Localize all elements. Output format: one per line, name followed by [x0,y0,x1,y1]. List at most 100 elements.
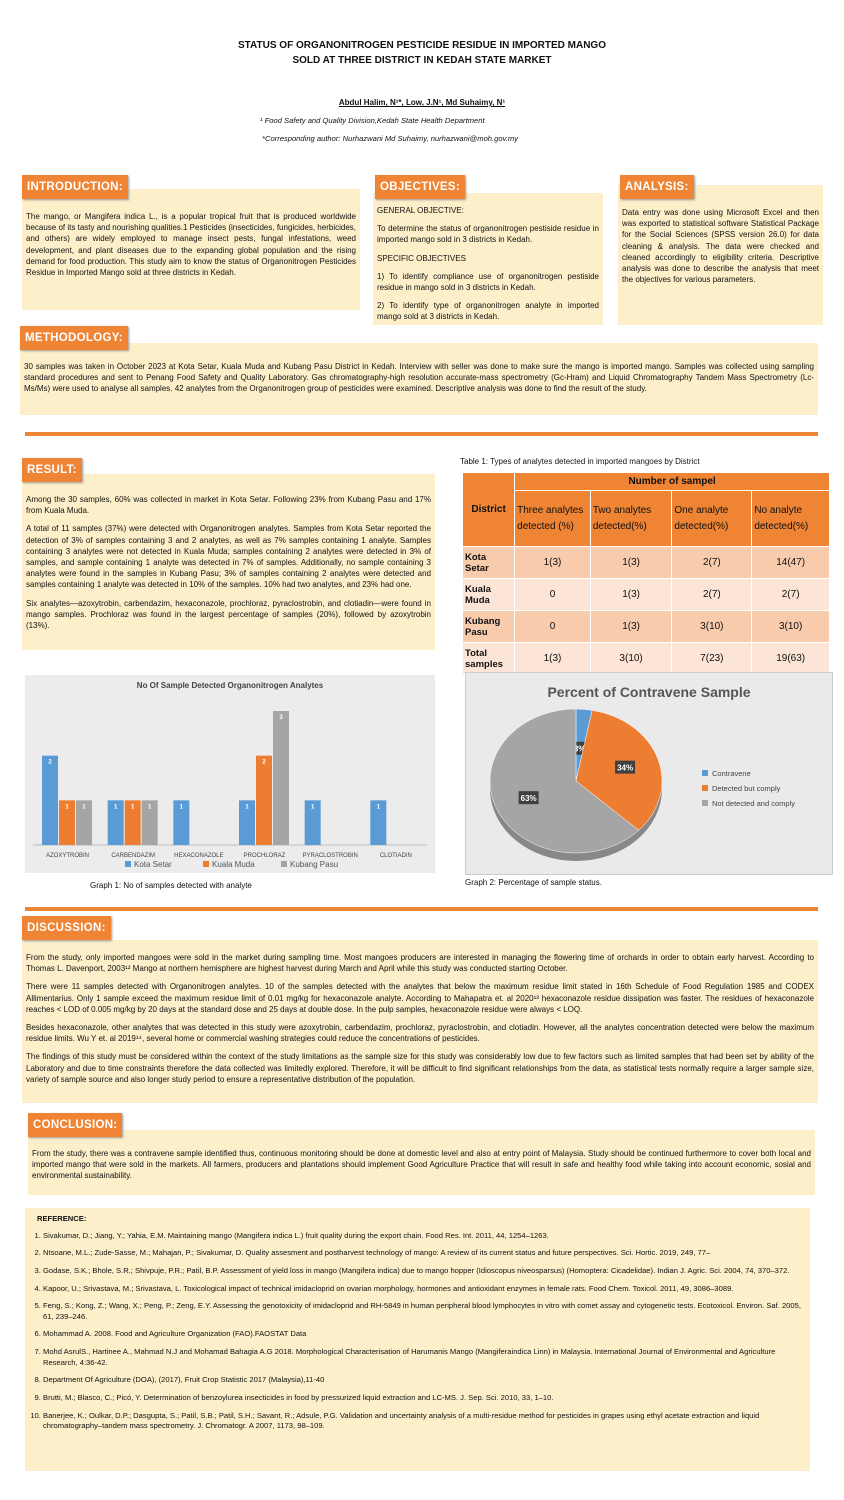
paragraph: From the study, only imported mangoes we… [26,953,814,974]
bar [239,800,255,845]
legend-label: Kubang Pasu [290,860,338,869]
paragraph: Besides hexaconazole, other analytes tha… [26,1022,814,1044]
reference: Godase, S.K.; Bhole, S.R.; Shivpuje, P.R… [43,1266,804,1277]
table-cell: Total samples [461,642,516,675]
data-label: 2 [48,760,52,766]
table-cell: 1(3) [589,546,673,579]
table-cell: 0 [514,610,591,643]
header-cell: District [461,472,516,547]
legend-label: Contravene [712,769,751,778]
bar-chart-frame: No Of Sample Detected Organonitrogen Ana… [25,675,435,873]
bar [141,800,158,845]
chart-title: No Of Sample Detected Organonitrogen Ana… [137,681,324,690]
objectives-box: GENERAL OBJECTIVE: To determine the statu… [373,193,603,325]
introduction-box: The mango, or Mangifera indica L., is a … [22,189,360,310]
methodology-box: 30 samples was taken in October 2023 at … [20,343,818,415]
bar [370,800,387,845]
pie-chart: Percent of Contravene Sample 3% Contravene… [489,684,795,861]
data-label: 2 [262,760,266,766]
title-line: SOLD AT THREE DISTRICT IN KEDAH STATE MA… [292,55,552,66]
table-cell: Kubang Pasu [461,610,516,643]
bar [124,800,141,845]
references-box: REFERENCE: Sivakumar, D.; Jiang, Y.; Yahi… [25,1208,810,1471]
section-heading: INTRODUCTION: [22,175,128,199]
data-label: 3 [279,715,283,721]
table-cell: 2(7) [671,546,753,579]
table-cell: 1(3) [589,610,673,643]
x-tick-label: PYRACLOSTROBIN [302,853,357,859]
paragraph: The findings of this study must be consi… [26,1052,814,1084]
section-heading: CONCLUSION: [28,1113,123,1137]
bar [173,800,190,845]
discussion-box: From the study, only imported mangoes we… [22,940,818,1103]
section-heading: METHODOLOGY: [20,326,128,350]
section-heading: ANALYSIS: [620,175,694,199]
data-label: 3% [574,745,586,754]
paragraph: To determine the status of organonitroge… [377,224,599,245]
affiliation: ¹ Food Safety and Quality Division,Kedah… [260,116,485,125]
x-tick-label: CLOTIADIN [380,853,412,859]
pie-slice [489,708,640,854]
header-cell: One analyte detected(%) [671,490,753,547]
reference: Mohd AsrulS., Hartinee A., Mahmad N.J an… [43,1347,804,1368]
header-cell: Two analytes detected(%) [589,490,673,547]
bar [76,800,92,845]
section-heading: DISCUSSION: [22,916,111,940]
bar [59,800,75,845]
paragraph: 30 samples was taken in October 2023 at … [24,362,814,394]
title-line: STATUS OF ORGANONITROGEN PESTICIDE RESID… [238,40,606,51]
bar [273,711,289,845]
header-row: District Number of sampel [461,472,830,547]
data-label: 1 [180,804,184,810]
paragraph: SPECIFIC OBJECTIVES [377,253,466,263]
header-cell: Number of sampel [514,472,830,491]
result-box: Among the 30 samples, 60% was collected … [22,474,435,650]
pie-chart-frame: Percent of Contravene Sample 3% Contravene… [465,672,833,875]
chart-title: Percent of Contravene Sample [547,684,750,700]
bar [304,800,321,845]
data-label: 1 [377,804,381,810]
label-box [615,760,636,774]
table: District Number of sampel Three analytes d… [461,472,830,675]
table-cell: 14(47) [751,546,830,579]
legend-swatch [702,770,708,776]
legend-label: Not detected and comply [712,799,795,808]
paragraph: 2) To identify type of organonitrogen an… [377,301,599,322]
table-cell: Kota Setar [461,546,516,579]
reference: Brutti, M.; Blasco, C.; Picó, Y. Determi… [43,1393,804,1404]
reference: Department Of Agriculture (DOA), (2017),… [43,1375,804,1386]
table-row: Total samples 1(3) 3(10) 7(23) 19(63) [461,642,830,675]
data-label: 63% [521,794,537,803]
x-tick-label: AZOXYTROBIN [46,853,89,859]
data-label: 1 [131,804,135,810]
data-label: 1 [148,804,152,810]
legend-swatch [125,861,131,867]
authors: Abdul Halim, N¹*, Low, J.N¹, Md Suhaimy,… [338,98,506,107]
paragraph: The mango, or Mangifera indica L., is a … [26,212,356,277]
legend-swatch [702,785,708,791]
table-cell: 3(10) [751,610,830,643]
analysis-box: Data entry was done using Microsoft Exce… [618,185,823,325]
table-cell: 1(3) [514,642,591,675]
table-cell: Kuala Muda [461,578,516,611]
legend-label: Kuala Muda [212,860,255,869]
chart-caption: Graph 2: Percentage of sample status. [465,878,602,887]
x-tick-label: CARBENDAZIM [111,853,155,859]
data-label: 1 [82,804,86,810]
table-cell: 2(7) [671,578,753,611]
x-tick-label: HEXACONAZOLE [174,853,223,859]
reference: Sivakumar, D.; Jiang, Y.; Yahia, E.M. Ma… [43,1231,804,1242]
header-cell: No analyte detected(%) [751,490,830,547]
references-heading: REFERENCE: [37,1214,87,1223]
paragraph: Among the 30 samples, 60% was collected … [26,495,431,516]
table-cell: 0 [514,578,591,611]
table-row: Kuala Muda 0 1(3) 2(7) 2(7) [461,578,830,611]
data-label: 1 [114,804,118,810]
header-cell: Three analytes detected (%) [514,490,591,547]
paragraph: GENERAL OBJECTIVE: [377,206,464,215]
bar [256,755,272,845]
header-row: Three analytes detected (%) Two analytes … [463,490,830,547]
paragraph: A total of 11 samples (37%) were detecte… [26,524,431,590]
table-cell: 1(3) [589,578,673,611]
